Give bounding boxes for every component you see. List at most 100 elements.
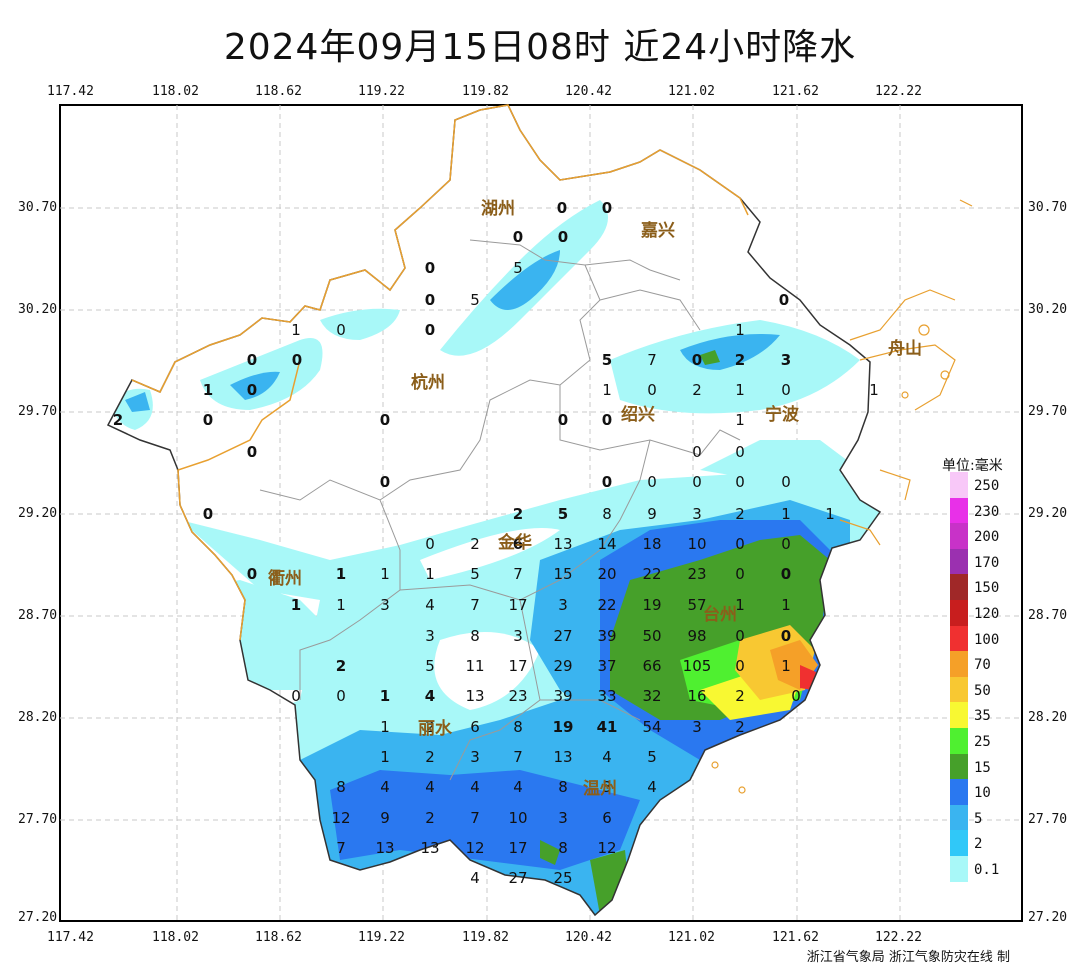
legend-label: 5 [974,810,983,827]
station-value: 0 [292,351,302,369]
longitude-tick: 118.62 [255,930,302,945]
station-value: 0 [602,411,612,429]
station-value: 0 [291,687,301,705]
station-value: 1 [781,657,791,675]
station-value: 2 [425,718,435,736]
station-value: 33 [597,687,616,705]
city-boundaries [259,239,741,781]
station-value: 22 [597,596,616,614]
station-value: 27 [508,869,527,887]
city-label: 金华 [497,532,532,553]
station-value: 3 [513,627,523,645]
station-value: 4 [425,687,435,705]
station-value: 3 [692,505,702,523]
station-value: 2 [692,381,702,399]
station-value: 3 [425,627,435,645]
legend-swatch [950,625,968,652]
station-value: 4 [513,778,523,796]
station-value: 3 [558,596,568,614]
legend-label: 170 [974,554,1000,571]
station-value: 2 [735,687,745,705]
longitude-tick: 118.62 [255,84,302,99]
longitude-tick: 120.42 [565,84,612,99]
station-value: 3 [781,351,791,369]
legend-title: 单位:毫米 [942,458,1003,474]
station-value: 0 [336,687,346,705]
legend-label: 250 [974,478,1000,494]
neighbour-boundary [131,104,749,393]
station-value: 0 [380,473,390,491]
legend-swatch [950,830,968,856]
station-value: 0 [781,627,791,645]
station-value: 15 [553,565,572,583]
station-value: 0 [247,351,257,369]
station-value: 0 [692,443,702,461]
city-label: 绍兴 [621,404,655,425]
city-label: 杭州 [411,372,445,393]
station-value: 7 [470,809,480,827]
latitude-tick: 29.70 [18,404,58,419]
station-value: 22 [642,565,661,583]
city-label: 嘉兴 [640,220,675,241]
longitude-tick: 119.82 [462,930,509,945]
station-value: 12 [465,839,484,857]
latitude-tick: 29.20 [1028,506,1068,521]
station-value: 0 [781,535,791,553]
station-value: 5 [470,291,480,309]
station-value: 2 [735,505,745,523]
longitude-tick: 121.02 [668,930,715,945]
longitude-tick: 122.22 [875,84,922,99]
station-value: 18 [642,535,661,553]
station-value: 2 [425,809,435,827]
latitude-tick: 28.20 [1028,710,1068,725]
station-value: 1 [825,505,835,523]
station-value: 32 [642,687,661,705]
station-value: 0 [558,228,568,246]
legend-label: 2 [974,836,983,853]
legend-swatch [950,497,968,524]
station-value: 8 [513,718,523,736]
station-value: 13 [465,687,484,705]
station-value: 0 [203,411,213,429]
station-value: 54 [642,718,661,736]
latitude-tick: 28.70 [1028,608,1068,623]
station-value: 7 [647,351,657,369]
station-value: 12 [597,839,616,857]
station-value: 1 [425,565,435,583]
station-value: 0 [735,443,745,461]
city-label: 温州 [583,779,617,799]
city-label: 台州 [703,604,737,625]
station-value: 5 [425,657,435,675]
legend-swatch [950,702,968,728]
station-value: 0 [781,565,791,583]
station-value: 7 [336,839,346,857]
station-value: 0 [647,381,657,399]
station-value: 3 [558,809,568,827]
station-value: 4 [602,748,612,766]
station-value: 1 [291,596,301,614]
longitude-tick: 121.62 [772,930,819,945]
station-value: 0 [513,228,523,246]
station-value: 1 [291,321,301,339]
city-label: 宁波 [765,404,800,425]
station-value: 0 [781,381,791,399]
legend-label: 150 [974,580,1000,597]
station-value: 0 [602,199,612,217]
station-value: 27 [553,627,572,645]
station-value: 4 [425,596,435,614]
station-value: 17 [508,839,527,857]
legend-label: 35 [974,708,991,725]
station-value: 0 [735,535,745,553]
station-value: 29 [553,657,572,675]
station-value: 13 [553,748,572,766]
longitude-tick: 120.42 [565,930,612,945]
station-value: 0 [425,321,435,339]
station-value: 8 [558,839,568,857]
longitude-tick: 122.22 [875,930,922,945]
station-value: 1 [380,748,390,766]
latitude-tick: 30.20 [1028,302,1068,317]
legend-swatch [950,753,968,780]
station-value: 13 [553,535,572,553]
longitude-tick: 121.62 [772,84,819,99]
legend-label: 200 [974,529,1000,546]
